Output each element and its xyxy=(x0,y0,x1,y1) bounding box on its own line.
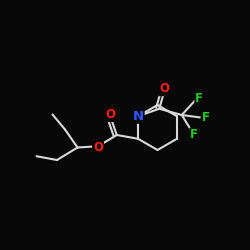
Text: O: O xyxy=(159,82,169,95)
Text: F: F xyxy=(202,111,209,124)
Text: O: O xyxy=(106,108,116,121)
Text: N: N xyxy=(132,110,143,123)
Text: F: F xyxy=(195,92,203,105)
Text: O: O xyxy=(93,141,103,154)
Text: F: F xyxy=(190,128,198,141)
